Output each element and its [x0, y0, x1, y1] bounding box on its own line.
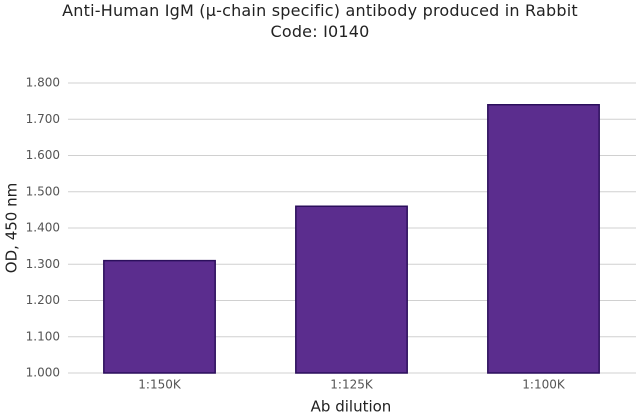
y-tick-label: 1.100	[26, 329, 60, 343]
bar	[487, 104, 600, 374]
y-tick-label: 1.400	[26, 221, 60, 235]
x-axis-label: Ab dilution	[311, 398, 392, 416]
y-tick-label: 1.800	[26, 76, 60, 90]
x-tick-label: 1:100K	[522, 378, 566, 392]
y-tick-label: 1.300	[26, 257, 60, 271]
bar	[103, 259, 216, 374]
x-tick-label: 1:125K	[330, 378, 374, 392]
y-tick-label: 1.600	[26, 148, 60, 162]
x-tick-label: 1:150K	[138, 378, 182, 392]
y-tick-label: 1.000	[26, 366, 60, 380]
y-tick-label: 1.700	[26, 112, 60, 126]
chart-subtitle: Code: I0140	[270, 22, 370, 41]
bar	[295, 205, 408, 374]
y-axis-label: OD, 450 nm	[3, 183, 21, 273]
y-tick-label: 1.500	[26, 184, 60, 198]
chart-title: Anti-Human IgM (μ-chain specific) antibo…	[62, 1, 578, 20]
y-tick-label: 1.200	[26, 293, 60, 307]
chart-title-block: Anti-Human IgM (μ-chain specific) antibo…	[60, 0, 580, 42]
